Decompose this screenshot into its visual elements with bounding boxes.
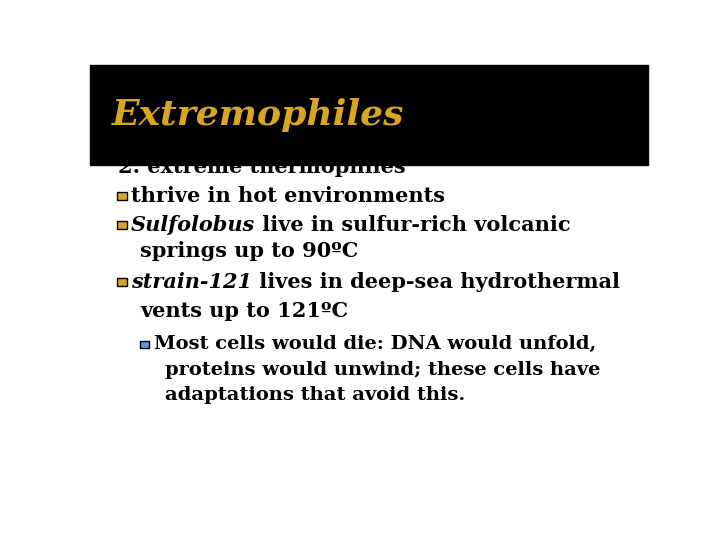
Text: strain-121: strain-121: [131, 272, 252, 292]
FancyBboxPatch shape: [117, 192, 127, 199]
Text: lives in deep-sea hydrothermal: lives in deep-sea hydrothermal: [252, 272, 620, 292]
Text: live in sulfur-rich volcanic: live in sulfur-rich volcanic: [255, 215, 571, 235]
FancyBboxPatch shape: [140, 341, 149, 348]
Text: vents up to 121ºC: vents up to 121ºC: [140, 301, 348, 321]
Text: Most cells would die: DNA would unfold,: Most cells would die: DNA would unfold,: [154, 335, 596, 353]
Text: Extremophiles: Extremophiles: [112, 98, 405, 132]
Text: adaptations that avoid this.: adaptations that avoid this.: [166, 386, 466, 404]
Text: Sulfolobus: Sulfolobus: [131, 215, 255, 235]
Text: 2. extreme thermophiles: 2. extreme thermophiles: [118, 157, 405, 177]
Text: springs up to 90ºC: springs up to 90ºC: [140, 241, 359, 261]
FancyBboxPatch shape: [117, 278, 127, 286]
FancyBboxPatch shape: [117, 221, 127, 228]
Text: thrive in hot environments: thrive in hot environments: [131, 186, 445, 206]
FancyBboxPatch shape: [90, 65, 648, 165]
Text: proteins would unwind; these cells have: proteins would unwind; these cells have: [166, 361, 600, 380]
